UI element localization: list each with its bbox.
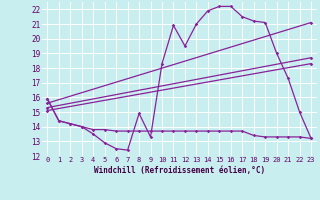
X-axis label: Windchill (Refroidissement éolien,°C): Windchill (Refroidissement éolien,°C) bbox=[94, 166, 265, 175]
